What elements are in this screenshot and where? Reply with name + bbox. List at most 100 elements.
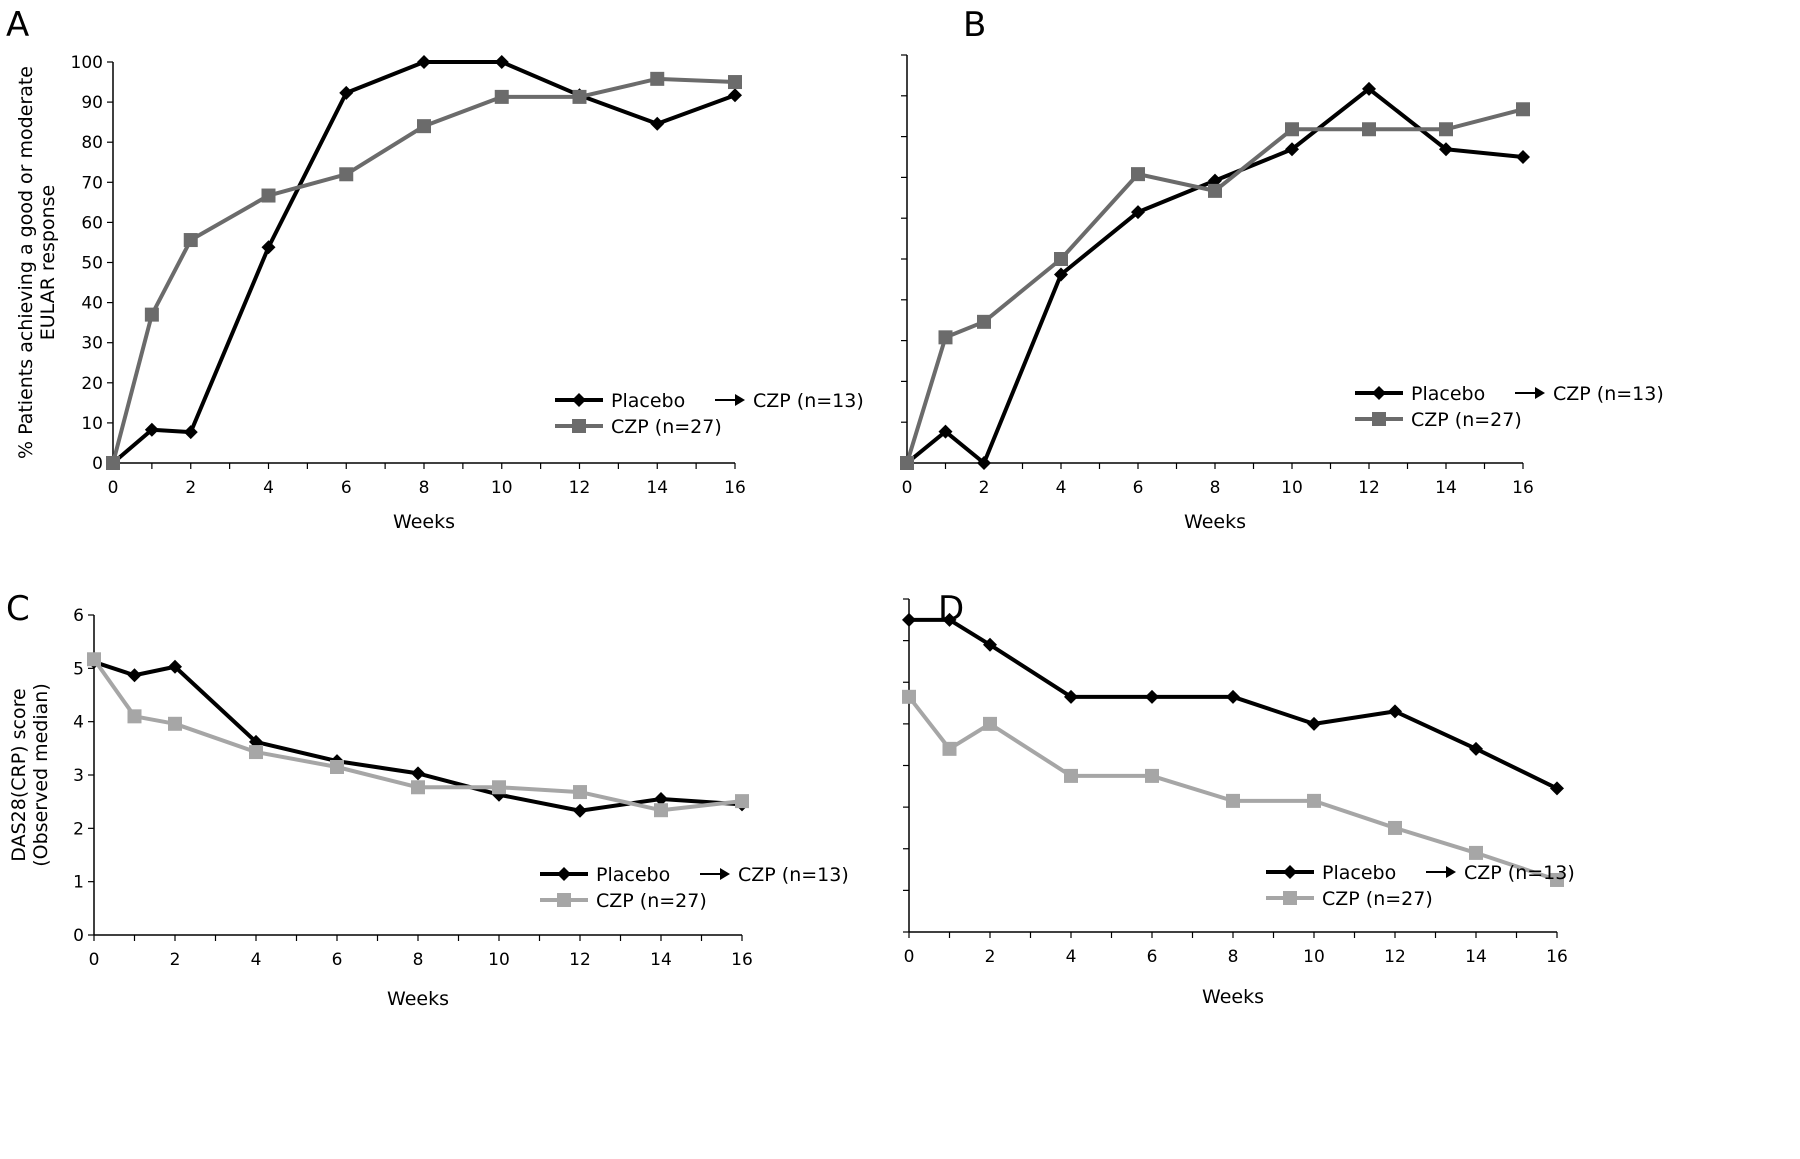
y-tick-label: 40: [81, 294, 103, 314]
data-point-diamond: [417, 55, 431, 69]
data-point-diamond: [168, 659, 182, 674]
data-point-square: [1145, 768, 1159, 783]
x-tick-label: 2: [185, 478, 196, 498]
data-point-diamond: [411, 766, 425, 781]
series-line: [907, 695, 1558, 882]
y-tick-label: 80: [81, 133, 103, 153]
x-tick-label: 0: [89, 950, 100, 970]
legend-label: CZP (n=27): [1411, 409, 1522, 431]
legend-label: Placebo: [611, 390, 685, 412]
data-point-square: [1388, 820, 1402, 835]
x-tick-label: 10: [1303, 947, 1325, 967]
x-tick-label: 16: [1546, 947, 1568, 967]
legend-label: CZP (n=27): [596, 890, 707, 912]
data-point-square: [411, 780, 425, 795]
legend-marker-square: [1283, 891, 1297, 905]
data-point-square: [168, 716, 182, 731]
x-tick-label: 6: [332, 950, 343, 970]
data-point-square: [330, 760, 344, 774]
data-point-square: [1131, 167, 1145, 182]
data-point-diamond: [1439, 142, 1453, 157]
data-point-square: [339, 167, 354, 182]
x-tick-label: 16: [731, 950, 753, 970]
data-point-square: [1064, 768, 1078, 783]
x-tick-label: 12: [1384, 947, 1406, 967]
x-tick-label: 0: [108, 478, 119, 498]
y-tick-label: 30: [81, 334, 103, 354]
data-point-square: [983, 716, 997, 731]
x-tick-label: 4: [251, 950, 262, 970]
y-tick-label: 50: [81, 254, 103, 274]
data-point-diamond: [127, 668, 142, 683]
series-line: [905, 107, 1524, 464]
data-point-square: [902, 689, 916, 704]
data-point-diamond: [1285, 142, 1299, 157]
data-point-diamond: [261, 240, 276, 255]
x-tick-label: 12: [1358, 478, 1380, 498]
y-tick-label: 5: [73, 659, 84, 679]
y-tick-label: 60: [81, 213, 103, 233]
data-point-square: [1285, 122, 1299, 137]
data-point-diamond: [938, 424, 953, 439]
y-axis-title: (Observed median): [30, 683, 52, 867]
data-point-square: [261, 188, 276, 203]
data-point-square: [1362, 122, 1376, 137]
x-tick-label: 8: [1210, 478, 1221, 498]
data-point-square: [1208, 183, 1222, 198]
legend-marker-diamond: [1372, 386, 1386, 400]
data-point-square: [417, 119, 431, 134]
data-point-square: [938, 330, 953, 345]
data-point-square: [127, 709, 142, 724]
data-point-square: [1226, 793, 1240, 808]
y-axis-title: % Patients achieving a good or moderate: [15, 66, 37, 459]
x-tick-label: 10: [488, 950, 510, 970]
data-point-square: [942, 741, 957, 756]
chart-d-svg: D 00.20.40.60.811.21.41.60246810121416We…: [902, 589, 1575, 1008]
data-point-square: [1439, 122, 1453, 137]
data-point-diamond: [339, 85, 354, 100]
legend-arrow-icon: [735, 394, 745, 406]
data-point-diamond: [1469, 741, 1483, 756]
y-tick-label: 10: [81, 414, 103, 434]
y-tick-label: 3: [73, 766, 84, 786]
chart-panel-b: B 01020304050607080901000246810121416Wee…: [900, 0, 1800, 580]
x-tick-label: 8: [413, 950, 424, 970]
panel-label: B: [963, 5, 986, 45]
x-tick-label: 4: [263, 478, 274, 498]
x-tick-label: 8: [419, 478, 430, 498]
x-tick-label: 12: [569, 478, 591, 498]
x-tick-label: 16: [1512, 478, 1534, 498]
x-tick-label: 2: [170, 950, 181, 970]
data-point-diamond: [1064, 689, 1078, 704]
panel-label: A: [6, 5, 29, 45]
data-point-diamond: [983, 637, 997, 652]
data-point-square: [1550, 872, 1564, 887]
legend-marker-square: [572, 419, 586, 433]
x-axis-title: Weeks: [387, 988, 449, 1010]
data-point-diamond: [249, 734, 263, 749]
x-tick-label: 14: [1465, 947, 1487, 967]
legend-label: CZP (n=13): [738, 864, 849, 886]
legend-marker-square: [557, 893, 571, 907]
data-point-square: [572, 89, 587, 104]
data-point-square: [494, 89, 509, 104]
data-point-diamond: [902, 612, 916, 627]
y-tick-label: 1: [73, 873, 84, 893]
data-point-diamond: [728, 88, 742, 103]
x-tick-label: 14: [650, 950, 672, 970]
data-point-diamond: [144, 422, 159, 437]
x-tick-label: 0: [904, 947, 915, 967]
data-point-diamond: [1226, 689, 1240, 704]
x-axis-title: Weeks: [393, 511, 455, 533]
x-tick-label: 12: [569, 950, 591, 970]
data-point-square: [977, 314, 991, 329]
data-point-diamond: [1388, 704, 1402, 719]
x-axis-title: Weeks: [1202, 986, 1264, 1008]
data-point-square: [728, 75, 742, 90]
data-point-square: [249, 745, 263, 760]
x-tick-label: 10: [1281, 478, 1303, 498]
data-point-square: [573, 785, 587, 800]
data-point-square: [1516, 102, 1530, 117]
y-tick-label: 20: [81, 374, 103, 394]
chart-panel-c: C 0 1 2 3 4 5 6 0 2 4 6 8 10 12 14 16 Weeks DAS28(CRP) sc…: [0, 580, 900, 1159]
